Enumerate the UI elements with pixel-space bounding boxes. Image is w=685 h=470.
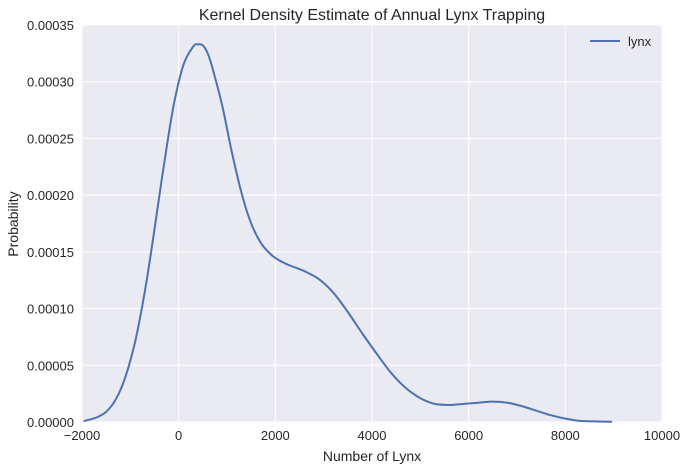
x-tick-label: 0: [175, 428, 182, 443]
lynx-density-line: [83, 43, 613, 423]
x-tick-label: −2000: [64, 428, 101, 443]
legend-label-lynx: lynx: [628, 34, 652, 49]
x-axis-tick-labels: −2000 0 2000 4000 6000 8000 10000: [64, 428, 680, 443]
y-tick-label: 0.00005: [27, 358, 74, 373]
y-tick-label: 0.00010: [27, 302, 74, 317]
y-tick-label: 0.00035: [27, 18, 74, 33]
y-tick-label: 0.00025: [27, 131, 74, 146]
y-axis-tick-labels: 0.00000 0.00005 0.00010 0.00015 0.00020 0.000…: [27, 18, 74, 430]
legend: lynx: [590, 34, 652, 49]
x-tick-label: 10000: [644, 428, 680, 443]
y-tick-label: 0.00015: [27, 245, 74, 260]
y-tick-label: 0.00030: [27, 75, 74, 90]
x-axis-label: Number of Lynx: [323, 448, 421, 464]
y-tick-label: 0.00020: [27, 188, 74, 203]
x-tick-label: 6000: [454, 428, 483, 443]
x-tick-label: 4000: [358, 428, 387, 443]
horizontal-gridlines: [82, 24, 662, 423]
chart-title: Kernel Density Estimate of Annual Lynx T…: [199, 7, 545, 24]
y-tick-label: 0.00000: [27, 415, 74, 430]
x-tick-label: 8000: [551, 428, 580, 443]
y-axis-label: Probability: [5, 191, 21, 256]
x-tick-label: 2000: [261, 428, 290, 443]
vertical-gridlines: [81, 25, 663, 422]
